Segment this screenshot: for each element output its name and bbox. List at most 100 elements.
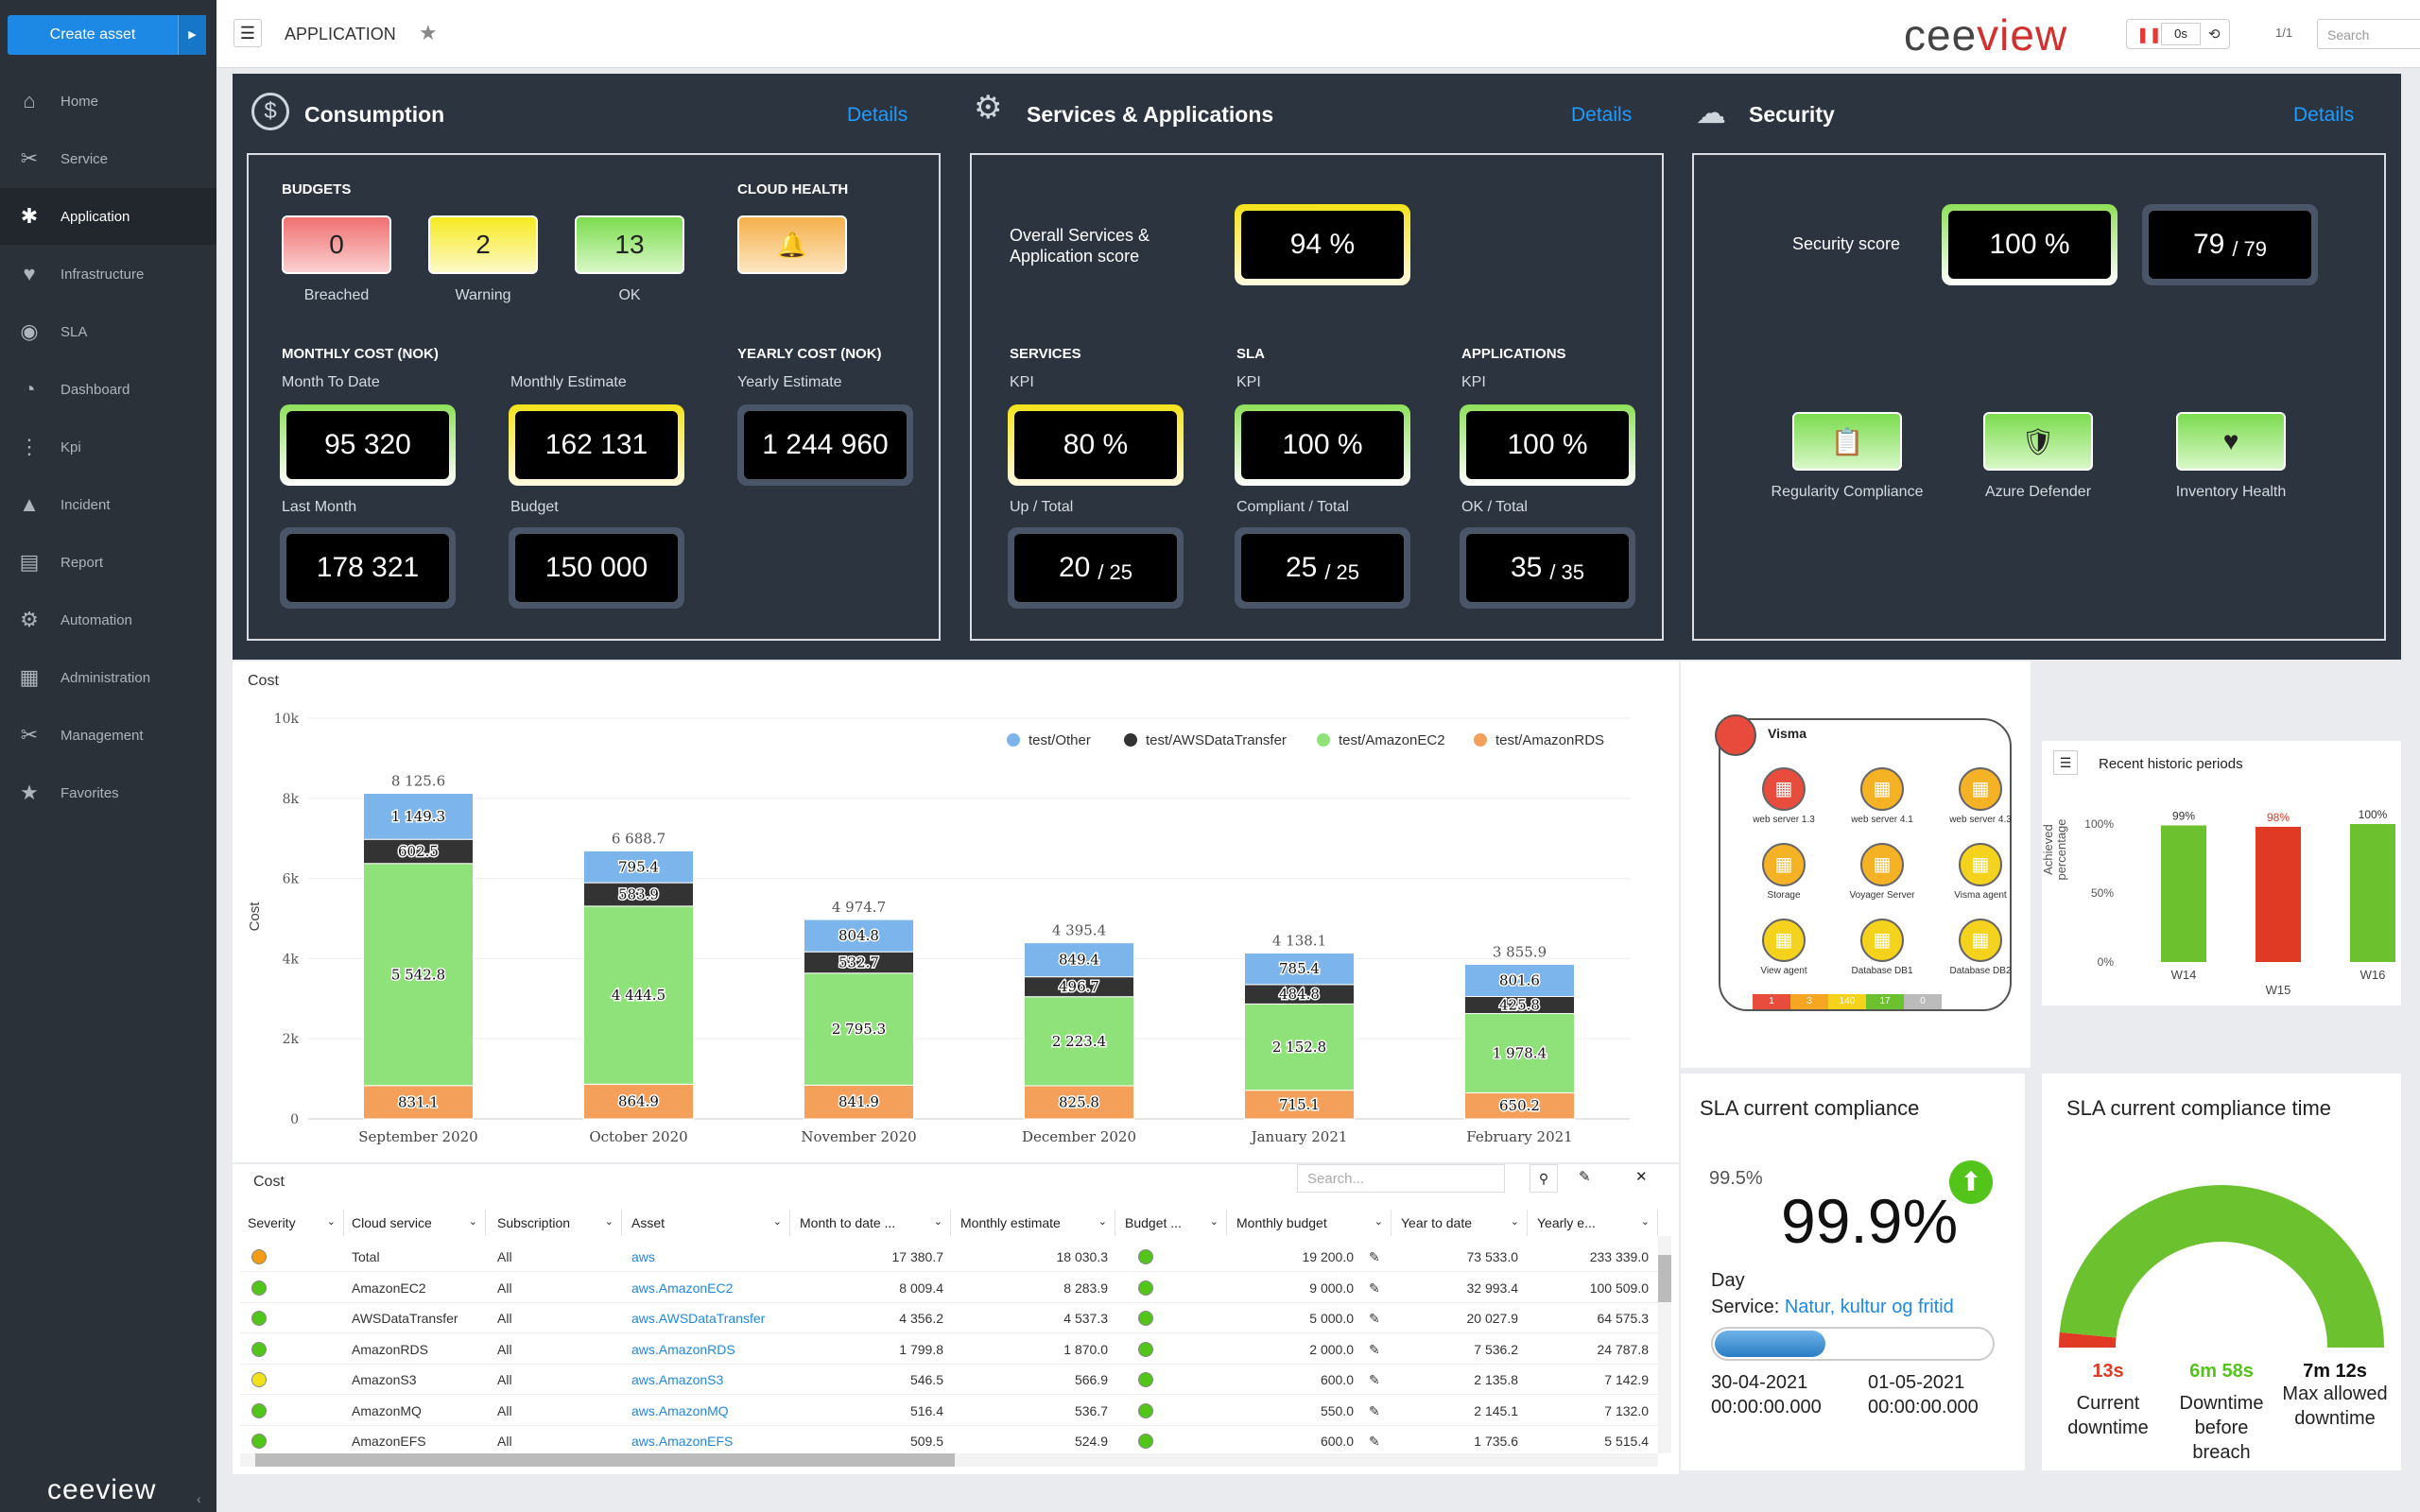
collapse-sidebar-icon[interactable]: ‹	[197, 1491, 201, 1506]
apps-kpi[interactable]: 100 %	[1460, 404, 1635, 486]
security-score-kpi[interactable]: 100 %	[1942, 204, 2118, 285]
chevron-down-icon[interactable]: ⌄	[1374, 1216, 1383, 1228]
asset-link[interactable]: aws.AmazonEFS	[631, 1434, 734, 1449]
close-icon[interactable]: ✕	[1635, 1169, 1648, 1185]
edit-budget-icon[interactable]: ✎	[1369, 1280, 1380, 1296]
server-node-icon[interactable]: ▦	[1959, 767, 2002, 811]
table-vertical-scrollbar[interactable]	[1658, 1236, 1671, 1453]
budget-kpi[interactable]: 150 000	[509, 527, 684, 609]
column-header[interactable]: Asset ⌄	[624, 1210, 790, 1236]
create-asset-button[interactable]: Create asset ▶	[8, 15, 206, 55]
warning-count[interactable]: 2	[428, 215, 538, 274]
column-header[interactable]: Month to date ... ⌄	[792, 1210, 951, 1236]
chevron-down-icon[interactable]: ⌄	[1510, 1216, 1519, 1228]
create-asset-caret-icon[interactable]: ▶	[178, 15, 206, 55]
table-row[interactable]	[240, 1396, 1658, 1426]
chevron-down-icon[interactable]: ⌄	[772, 1216, 782, 1228]
table-row[interactable]	[240, 1242, 1658, 1272]
column-header[interactable]: Cloud service ⌄	[344, 1210, 486, 1236]
ok-count[interactable]: 13	[575, 215, 684, 274]
sidebar-item-dashboard[interactable]: ◔ Dashboard	[0, 361, 216, 418]
asset-link[interactable]: aws	[631, 1249, 655, 1264]
edit-budget-icon[interactable]: ✎	[1369, 1249, 1380, 1264]
column-header[interactable]: Budget ... ⌄	[1117, 1210, 1227, 1236]
server-node-icon[interactable]: ▦	[1762, 767, 1806, 811]
sidebar-item-favorites[interactable]: ★ Favorites	[0, 765, 216, 821]
table-search-input[interactable]: Search...	[1297, 1164, 1505, 1193]
bell-icon[interactable]: 🔔	[737, 215, 847, 274]
column-header[interactable]: Monthly budget ⌄	[1229, 1210, 1392, 1236]
menu-icon[interactable]: ☰	[233, 19, 262, 47]
shield-lock-icon[interactable]: 🛡	[1983, 412, 2093, 471]
monthly-estimate-kpi[interactable]: 162 131	[509, 404, 684, 486]
chevron-down-icon[interactable]: ⌄	[933, 1216, 942, 1228]
sidebar-item-report[interactable]: ▤ Report	[0, 534, 216, 591]
security-count-kpi[interactable]: 79 / 79	[2142, 204, 2318, 285]
favorite-star-icon[interactable]: ★	[419, 21, 438, 44]
edit-budget-icon[interactable]: ✎	[1369, 1402, 1380, 1418]
server-node-icon[interactable]: ▦	[1959, 919, 2002, 962]
sidebar-item-home[interactable]: ⌂ Home	[0, 73, 216, 129]
consumption-details-link[interactable]: Details	[847, 104, 908, 126]
edit-budget-icon[interactable]: ✎	[1369, 1372, 1380, 1387]
sidebar-item-sla[interactable]: ◉ SLA	[0, 303, 216, 360]
column-header[interactable]: Yearly e... ⌄	[1530, 1210, 1658, 1236]
security-details-link[interactable]: Details	[2293, 104, 2355, 126]
server-node-icon[interactable]: ▦	[1959, 843, 2002, 886]
column-header[interactable]: Monthly estimate ⌄	[953, 1210, 1115, 1236]
service-link[interactable]: Natur, kultur og fritid	[1784, 1297, 1954, 1317]
last-month-kpi[interactable]: 178 321	[280, 527, 456, 609]
edit-budget-icon[interactable]: ✎	[1369, 1341, 1380, 1357]
sidebar-item-management[interactable]: ✂ Management	[0, 707, 216, 764]
table-row[interactable]	[240, 1273, 1658, 1303]
asset-link[interactable]: aws.AmazonS3	[631, 1372, 724, 1387]
overall-score-kpi[interactable]: 94 %	[1235, 204, 1410, 285]
server-node-icon[interactable]: ▦	[1860, 767, 1904, 811]
sidebar-item-application[interactable]: ✱ Application	[0, 188, 216, 245]
month-to-date-kpi[interactable]: 95 320	[280, 404, 456, 486]
sla-kpi[interactable]: 100 %	[1235, 404, 1410, 486]
ok-total-kpi[interactable]: 35/ 35	[1460, 527, 1635, 609]
sidebar-item-kpi[interactable]: ⋮ Kpi	[0, 419, 216, 475]
table-row[interactable]	[240, 1365, 1658, 1395]
sidebar-item-service[interactable]: ✂ Service	[0, 130, 216, 187]
breached-count[interactable]: 0	[282, 215, 391, 274]
server-node-icon[interactable]: ▦	[1860, 843, 1904, 886]
server-node-icon[interactable]: ▦	[1762, 843, 1806, 886]
server-node-icon[interactable]: ▦	[1860, 919, 1904, 962]
repeat-icon[interactable]: ⟲	[2208, 26, 2221, 43]
chevron-down-icon[interactable]: ⌄	[1098, 1216, 1107, 1228]
services-kpi[interactable]: 80 %	[1008, 404, 1184, 486]
edit-budget-icon[interactable]: ✎	[1369, 1434, 1380, 1449]
search-input[interactable]: Search	[2317, 19, 2420, 49]
table-horizontal-scrollbar[interactable]	[240, 1453, 1658, 1467]
column-header[interactable]: Subscription ⌄	[490, 1210, 622, 1236]
chevron-down-icon[interactable]: ⌄	[604, 1216, 614, 1228]
asset-link[interactable]: aws.AWSDataTransfer	[631, 1311, 766, 1326]
refresh-interval[interactable]: 0s	[2161, 23, 2201, 45]
clipboard-icon[interactable]: 📋	[1792, 412, 1902, 471]
heartbeat-icon[interactable]: ♥	[2176, 412, 2286, 471]
sidebar-item-automation[interactable]: ⚙ Automation	[0, 592, 216, 648]
asset-link[interactable]: aws.AmazonEC2	[631, 1280, 734, 1296]
historic-menu-icon[interactable]: ☰	[2053, 750, 2078, 775]
sidebar-item-incident[interactable]: ▲ Incident	[0, 476, 216, 533]
table-row[interactable]	[240, 1334, 1658, 1365]
filter-icon[interactable]: ⚲	[1530, 1164, 1558, 1193]
chevron-down-icon[interactable]: ⌄	[468, 1216, 477, 1228]
compliant-total-kpi[interactable]: 25/ 25	[1235, 527, 1410, 609]
chevron-down-icon[interactable]: ⌄	[1640, 1216, 1650, 1228]
up-total-kpi[interactable]: 20 / 25	[1008, 527, 1184, 609]
asset-link[interactable]: aws.AmazonRDS	[631, 1341, 735, 1357]
sidebar-item-infrastructure[interactable]: ♥ Infrastructure	[0, 246, 216, 302]
asset-link[interactable]: aws.AmazonMQ	[631, 1402, 729, 1418]
chevron-down-icon[interactable]: ⌄	[1209, 1216, 1219, 1228]
column-header[interactable]: Year to date ⌄	[1393, 1210, 1528, 1236]
edit-budget-icon[interactable]: ✎	[1369, 1311, 1380, 1326]
pause-icon[interactable]: ❚❚	[2136, 27, 2162, 43]
column-header[interactable]: Severity ⌄	[240, 1210, 344, 1236]
yearly-estimate-kpi[interactable]: 1 244 960	[737, 404, 913, 486]
services-details-link[interactable]: Details	[1571, 104, 1633, 126]
edit-icon[interactable]: ✎	[1579, 1169, 1591, 1185]
sidebar-item-administration[interactable]: ▦ Administration	[0, 649, 216, 706]
